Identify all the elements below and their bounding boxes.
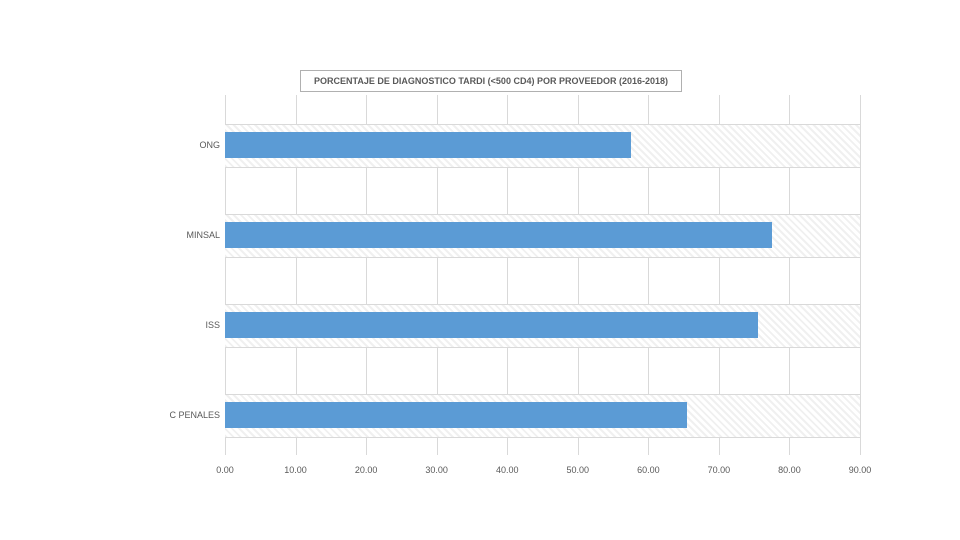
x-tick-label: 30.00 <box>425 465 448 475</box>
x-tick-label: 50.00 <box>567 465 590 475</box>
x-tick-label: 80.00 <box>778 465 801 475</box>
x-tick-label: 60.00 <box>637 465 660 475</box>
gridline <box>860 95 861 455</box>
category-label: C PENALES <box>140 410 226 420</box>
x-tick-label: 40.00 <box>496 465 519 475</box>
chart-title: PORCENTAJE DE DIAGNOSTICO TARDI (<500 CD… <box>300 70 682 92</box>
category-label: ONG <box>140 140 226 150</box>
category-label: ISS <box>140 320 226 330</box>
bar <box>225 132 631 158</box>
bar <box>225 222 772 248</box>
x-tick-label: 10.00 <box>284 465 307 475</box>
x-tick-label: 0.00 <box>216 465 234 475</box>
category-label: MINSAL <box>140 230 226 240</box>
x-tick-label: 20.00 <box>355 465 378 475</box>
x-tick-label: 70.00 <box>708 465 731 475</box>
bar <box>225 402 687 428</box>
x-tick-label: 90.00 <box>849 465 872 475</box>
plot-area <box>225 95 860 455</box>
bar <box>225 312 758 338</box>
